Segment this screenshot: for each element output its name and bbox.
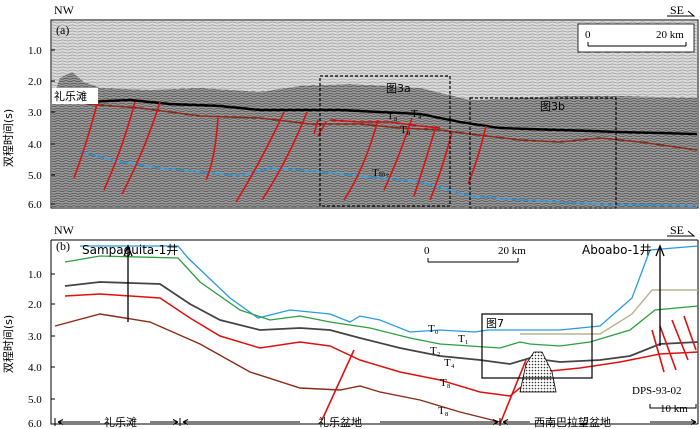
scale-end-b: 20 km xyxy=(498,245,526,257)
y-ticks-b: 1.0 2.0 3.0 4.0 5.0 6.0 xyxy=(28,269,55,429)
dir-nw-b: NW xyxy=(54,223,75,237)
scale-box-a xyxy=(577,23,695,53)
horizon-label-b-tg: T₈ xyxy=(438,405,449,417)
box-fig3a xyxy=(319,75,451,207)
horizon-blue-a xyxy=(79,151,698,207)
faults-b xyxy=(321,315,697,425)
panel-b-frame xyxy=(50,240,699,425)
horizon-tg-b xyxy=(54,313,501,423)
panel-a: NW SE (a) 双程时间(s) 1.0 2.0 3.0 4.0 5.0 6.… xyxy=(2,3,699,211)
profile-id: DPS-93-02 xyxy=(632,385,682,397)
y-tick-b-6: 6.0 xyxy=(28,418,42,429)
box-label-fig3a: 图3a xyxy=(386,82,411,95)
scale-zero-b: 0 xyxy=(424,245,430,257)
y-tick-a-5: 5.0 xyxy=(28,170,42,182)
horizon-label-a-tm7: Tₘ₇ xyxy=(372,167,389,179)
y-ticks-a: 1.0 2.0 3.0 4.0 5.0 6.0 xyxy=(28,45,55,211)
well-left-marker xyxy=(123,244,133,322)
y-tick-b-3: 3.0 xyxy=(28,331,42,343)
horizon-label-b-t1: T₁ xyxy=(458,333,469,345)
horizon-t0-b xyxy=(80,245,699,333)
region-label-1: 礼乐滩 xyxy=(104,415,137,429)
box-label-fig3b: 图3b xyxy=(540,100,565,113)
well-right-marker xyxy=(655,244,665,346)
faults-a xyxy=(73,99,487,203)
scale-small-bar xyxy=(649,404,697,409)
scale-zero-a: 0 xyxy=(585,29,591,41)
region-label-3: 西南巴拉望盆地 xyxy=(534,415,611,429)
horizon-t8-b xyxy=(64,293,699,397)
horizon-label-b-t0: T₀ xyxy=(428,323,439,335)
scale-end-a: 20 km xyxy=(656,29,684,41)
horizon-red-a xyxy=(329,119,441,129)
location-label-a: 礼乐滩 xyxy=(54,89,87,103)
y-tick-b-1: 1.0 xyxy=(28,269,42,281)
scale-bar-a xyxy=(587,42,687,47)
horizon-label-b-t4: T₄ xyxy=(444,357,455,369)
dir-se-b: SE xyxy=(670,223,684,237)
panel-b-label: (b) xyxy=(56,239,70,253)
y-tick-a-1: 1.0 xyxy=(28,45,42,57)
igneous-body xyxy=(519,351,557,393)
y-tick-a-4: 4.0 xyxy=(28,139,42,151)
horizon-label-b-t8: T₈ xyxy=(440,377,451,389)
dir-arrow-b xyxy=(667,230,696,237)
horizon-label-a-t4: T₄ xyxy=(411,108,422,120)
y-tick-a-2: 2.0 xyxy=(28,76,42,88)
horizon-label-b-t2: T₂ xyxy=(430,345,441,357)
y-tick-b-4: 4.0 xyxy=(28,362,42,374)
y-tick-b-5: 5.0 xyxy=(28,394,42,406)
y-axis-label-b: 双程时间(s) xyxy=(2,315,15,373)
horizon-label-a-t8: T₈ xyxy=(387,110,398,122)
location-label-bg-a xyxy=(52,88,98,104)
region-bar: 礼乐滩 礼乐盆地 西南巴拉望盆地 xyxy=(54,415,697,429)
scale-small-label: 10 km xyxy=(660,403,688,415)
well-right-label: Aboabo-1井 xyxy=(582,243,652,257)
horizon-t1-b xyxy=(520,289,698,335)
y-tick-b-2: 2.0 xyxy=(28,299,42,311)
horizon-t2-b xyxy=(64,255,699,349)
box-fig3b xyxy=(469,97,617,209)
box-fig7 xyxy=(481,313,593,379)
dir-nw-a: NW xyxy=(54,3,75,17)
horizon-black-a xyxy=(85,98,698,136)
dir-arrow-a xyxy=(667,10,696,17)
scale-bar-b xyxy=(427,258,519,263)
y-axis-label-a: 双程时间(s) xyxy=(2,109,15,167)
panel-b: NW SE (b) 双程时间(s) 1.0 2.0 3.0 4.0 5.0 6.… xyxy=(2,223,699,429)
region-label-2: 礼乐盆地 xyxy=(318,415,362,429)
horizon-brown-a xyxy=(85,103,698,151)
well-left-label: Sampaguita-1井 xyxy=(82,243,178,257)
y-tick-a-3: 3.0 xyxy=(28,107,42,119)
horizon-label-a-tg: T₈ xyxy=(400,124,411,136)
dir-se-a: SE xyxy=(670,3,684,17)
horizon-t4-b xyxy=(64,281,699,365)
panel-a-label: (a) xyxy=(56,23,69,37)
box-label-fig7: 图7 xyxy=(486,317,504,330)
y-tick-a-6: 6.0 xyxy=(28,199,42,211)
